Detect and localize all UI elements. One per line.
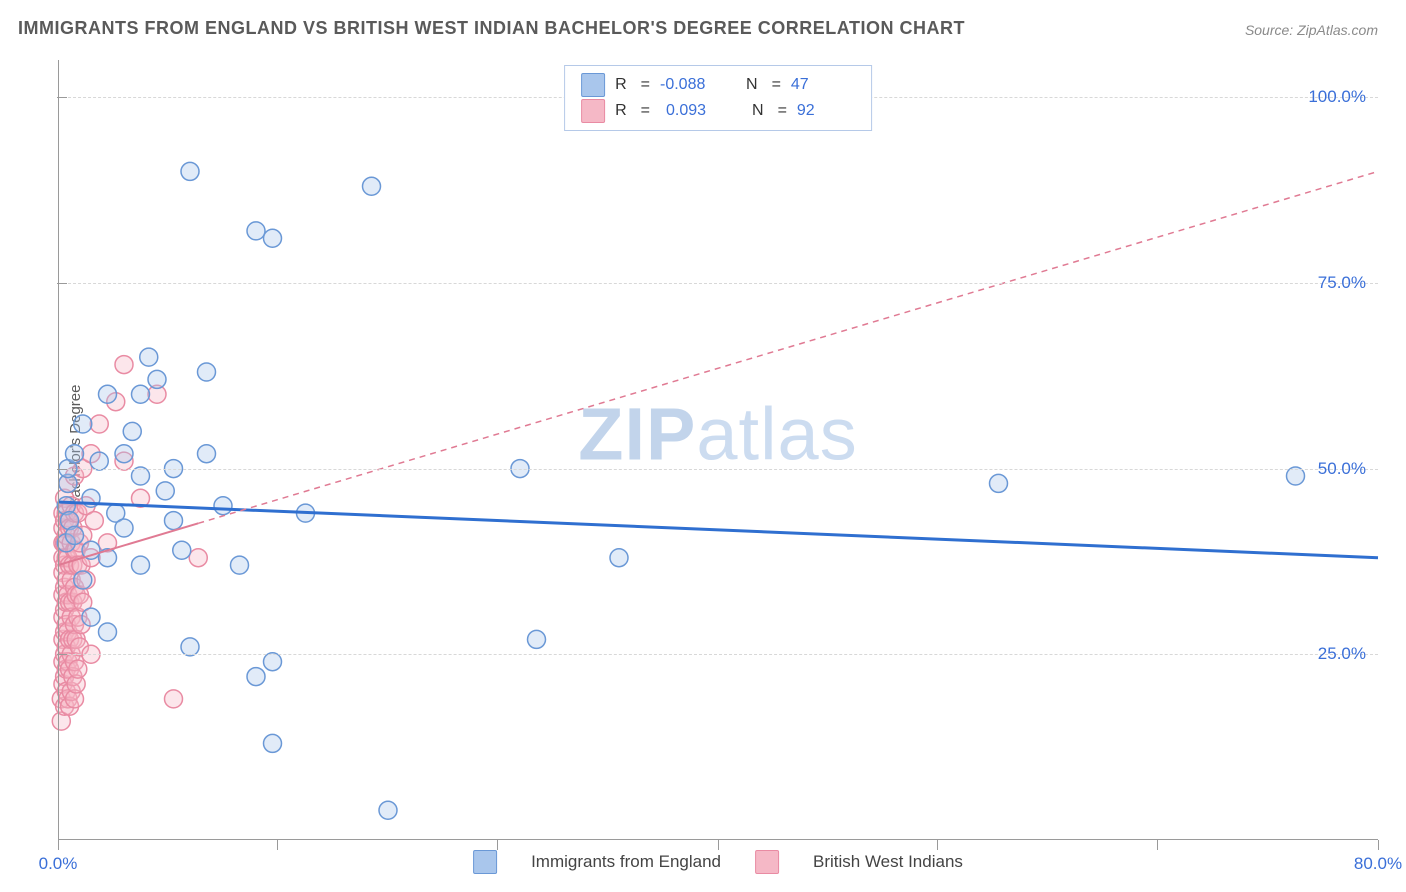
- x-tick-mark: [497, 840, 498, 850]
- chart-svg: [58, 60, 1378, 840]
- scatter-point: [264, 653, 282, 671]
- y-axis: [58, 60, 59, 840]
- scatter-point: [247, 668, 265, 686]
- x-tick-mark: [58, 840, 59, 850]
- scatter-point: [115, 445, 133, 463]
- scatter-point: [90, 452, 108, 470]
- n-value-england: 47: [791, 76, 849, 94]
- scatter-point: [99, 385, 117, 403]
- scatter-point: [82, 608, 100, 626]
- gridline: [58, 469, 1378, 470]
- y-tick-label: 100.0%: [1308, 87, 1366, 107]
- scatter-point: [528, 630, 546, 648]
- scatter-point: [165, 690, 183, 708]
- scatter-point: [132, 385, 150, 403]
- scatter-point: [1287, 467, 1305, 485]
- scatter-point: [990, 474, 1008, 492]
- y-tick-label: 50.0%: [1318, 459, 1366, 479]
- x-tick-label: 0.0%: [39, 854, 78, 874]
- swatch-england: [581, 73, 605, 97]
- y-tick-mark: [57, 654, 67, 655]
- scatter-point: [379, 801, 397, 819]
- swatch-england: [473, 850, 497, 874]
- x-tick-mark: [1157, 840, 1158, 850]
- scatter-point: [189, 549, 207, 567]
- r-label: R: [615, 76, 627, 94]
- scatter-point: [66, 526, 84, 544]
- plot-area: ZIPatlas R = -0.088 N = 47 R = 0.093 N =…: [58, 60, 1378, 840]
- scatter-point: [148, 370, 166, 388]
- scatter-point: [165, 512, 183, 530]
- scatter-point: [85, 512, 103, 530]
- scatter-point: [264, 734, 282, 752]
- gridline: [58, 283, 1378, 284]
- scatter-point: [115, 519, 133, 537]
- scatter-point: [123, 422, 141, 440]
- correlation-legend: R = -0.088 N = 47 R = 0.093 N = 92: [564, 65, 872, 131]
- r-label: R: [615, 102, 627, 120]
- scatter-point: [363, 177, 381, 195]
- legend-row-bwi: R = 0.093 N = 92: [581, 98, 855, 124]
- scatter-point: [69, 660, 87, 678]
- y-tick-mark: [57, 469, 67, 470]
- x-tick-label: 80.0%: [1354, 854, 1402, 874]
- scatter-point: [132, 467, 150, 485]
- scatter-point: [74, 571, 92, 589]
- eq-sign: =: [778, 102, 787, 120]
- scatter-point: [181, 162, 199, 180]
- scatter-point: [214, 497, 232, 515]
- trend-line-bwi-dashed: [198, 171, 1378, 523]
- scatter-point: [90, 415, 108, 433]
- legend-label-bwi: British West Indians: [813, 852, 963, 872]
- scatter-point: [132, 556, 150, 574]
- legend-label-england: Immigrants from England: [531, 852, 721, 872]
- scatter-point: [264, 229, 282, 247]
- scatter-point: [74, 415, 92, 433]
- scatter-point: [115, 356, 133, 374]
- x-tick-mark: [277, 840, 278, 850]
- y-tick-label: 25.0%: [1318, 644, 1366, 664]
- n-label: N: [746, 76, 758, 94]
- y-tick-label: 75.0%: [1318, 273, 1366, 293]
- trend-line-england: [58, 502, 1378, 558]
- scatter-point: [247, 222, 265, 240]
- scatter-point: [173, 541, 191, 559]
- r-value-england: -0.088: [660, 76, 718, 94]
- y-tick-mark: [57, 97, 67, 98]
- y-tick-mark: [57, 283, 67, 284]
- swatch-bwi: [581, 99, 605, 123]
- gridline: [58, 654, 1378, 655]
- eq-sign: =: [772, 76, 781, 94]
- scatter-point: [231, 556, 249, 574]
- n-value-bwi: 92: [797, 102, 855, 120]
- swatch-bwi: [755, 850, 779, 874]
- r-value-bwi: 0.093: [660, 102, 724, 120]
- scatter-point: [99, 623, 117, 641]
- scatter-point: [140, 348, 158, 366]
- source-attribution: Source: ZipAtlas.com: [1245, 22, 1378, 38]
- legend-row-england: R = -0.088 N = 47: [581, 72, 855, 98]
- n-label: N: [752, 102, 764, 120]
- eq-sign: =: [641, 102, 650, 120]
- series-legend: Immigrants from England British West Indi…: [473, 850, 963, 874]
- scatter-point: [198, 445, 216, 463]
- x-tick-mark: [1378, 840, 1379, 850]
- chart-title: IMMIGRANTS FROM ENGLAND VS BRITISH WEST …: [18, 18, 965, 39]
- scatter-point: [198, 363, 216, 381]
- scatter-point: [66, 445, 84, 463]
- eq-sign: =: [641, 76, 650, 94]
- scatter-point: [610, 549, 628, 567]
- x-tick-mark: [718, 840, 719, 850]
- scatter-point: [156, 482, 174, 500]
- scatter-point: [181, 638, 199, 656]
- x-tick-mark: [937, 840, 938, 850]
